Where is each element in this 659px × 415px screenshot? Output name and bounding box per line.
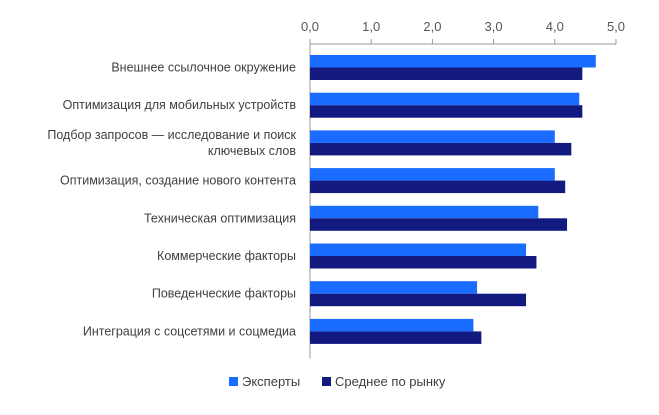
bar-experts xyxy=(310,130,555,143)
legend-label: Среднее по рынку xyxy=(335,374,446,389)
bar-market-average xyxy=(310,142,572,156)
bar-experts xyxy=(310,205,539,219)
bar-experts xyxy=(310,168,555,181)
bar-market-average xyxy=(310,256,537,269)
legend-swatch xyxy=(229,377,238,386)
bars xyxy=(310,55,596,344)
x-tick-label: 1,0 xyxy=(362,19,380,34)
legend-swatch xyxy=(322,377,331,386)
x-tick-label: 0,0 xyxy=(301,19,319,34)
category-labels: Внешнее ссылочное окружение Оптимизация д… xyxy=(47,61,296,339)
bar-experts xyxy=(310,92,580,106)
bar-market-average xyxy=(310,105,583,118)
category-label: Поведенческие факторы xyxy=(152,287,296,301)
bar-market-average xyxy=(310,180,566,194)
legend: Эксперты Среднее по рынку xyxy=(229,374,446,389)
bar-experts xyxy=(310,281,478,294)
category-label: Подбор запросов — исследование и поиск кл… xyxy=(47,128,296,158)
bar-experts xyxy=(310,243,527,256)
x-tick-label: 2,0 xyxy=(423,19,441,34)
category-label: Внешнее ссылочное окружение xyxy=(111,61,296,75)
bar-experts xyxy=(310,55,596,68)
x-tick-label: 4,0 xyxy=(546,19,564,34)
bar-market-average xyxy=(310,67,583,80)
bar-market-average xyxy=(310,218,568,231)
bar-market-average xyxy=(310,331,482,344)
category-label: Техническая оптимизация xyxy=(144,211,296,225)
bar-experts xyxy=(310,318,474,332)
category-label: Оптимизация, создание нового контента xyxy=(60,174,296,188)
x-axis-ticks: 0,0 1,0 2,0 3,0 4,0 5,0 xyxy=(301,19,625,44)
x-tick-label: 3,0 xyxy=(485,19,503,34)
legend-label: Эксперты xyxy=(242,374,300,389)
category-label: Коммерческие факторы xyxy=(157,249,296,263)
bar-market-average xyxy=(310,293,527,307)
x-tick-label: 5,0 xyxy=(607,19,625,34)
category-label: Оптимизация для мобильных устройств xyxy=(63,98,297,112)
category-label: Интеграция с соцсетями и соцмедиа xyxy=(83,324,296,338)
